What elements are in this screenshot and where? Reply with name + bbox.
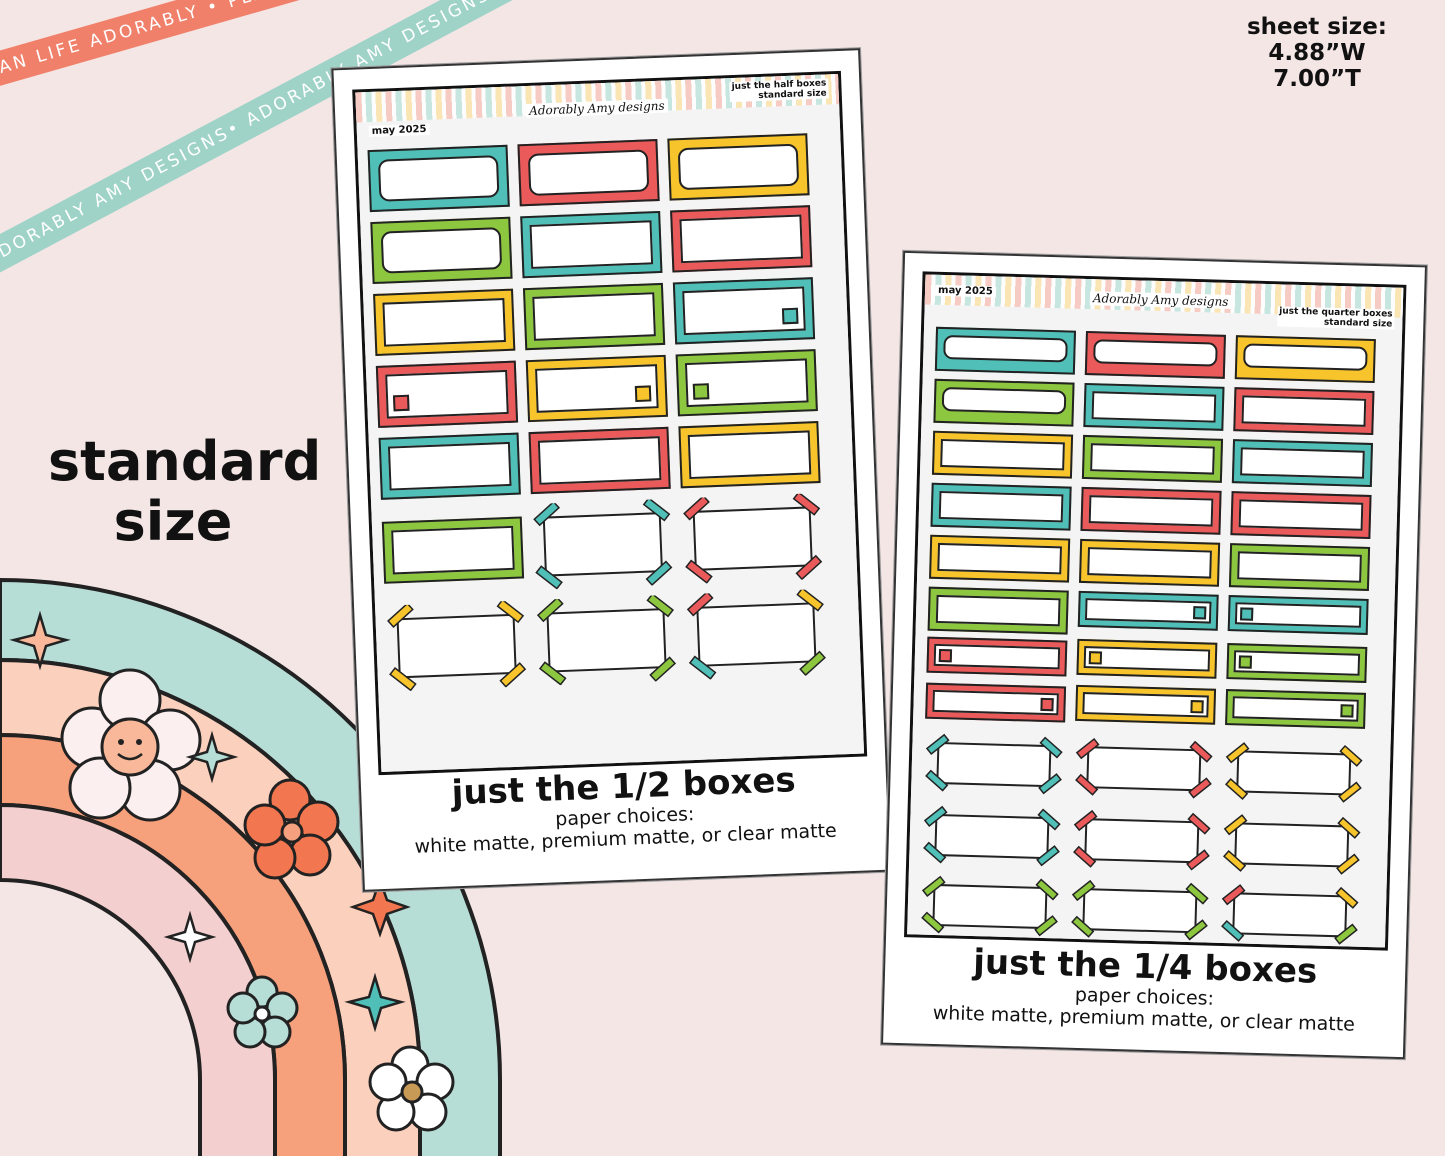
sparkle-icon [185,730,239,784]
sheet-size-info: sheet size: 4.88”W 7.00”T [1247,14,1387,92]
sheet-caption: just the 1/2 boxes paper choices: white … [361,758,889,860]
half-box-red-grid[interactable] [670,205,813,273]
half-box-green-rounded[interactable] [370,216,513,285]
sparkle-icon [163,910,217,964]
quarter-box-green-checkbox[interactable] [1226,643,1368,683]
sticker-area: may 2025 Adorably Amy designs just the h… [355,74,865,773]
orange-flower-icon [243,778,340,880]
quarter-box-green-rounded[interactable] [933,378,1075,427]
half-box-yellow-grid[interactable] [373,288,516,356]
size-label-line2: size [113,490,233,553]
taped-frame-green[interactable] [535,594,678,686]
half-box-yellow-rounded[interactable] [667,133,810,201]
quarter-box-yellow-grid[interactable] [929,534,1071,583]
quarter-box-red-grid[interactable] [1230,491,1372,539]
taped-frame-green[interactable] [919,873,1061,941]
quarter-box-green-checkbox[interactable] [1225,689,1367,729]
quarter-box-teal-grid[interactable] [1231,439,1374,488]
checkbox-square [1040,697,1054,712]
smiley-flower-icon [60,668,202,822]
half-box-green-plain[interactable] [381,516,525,584]
taped-frame-red[interactable] [681,492,824,584]
sheet-title: just the half boxes standard size [729,78,829,103]
quarter-box-green-grid[interactable] [927,586,1069,635]
taped-frame-green[interactable] [1069,877,1211,945]
half-box-yellow-plain[interactable] [678,421,821,489]
half-box-yellow-checkbox[interactable] [525,354,668,423]
quarter-box-teal-checkbox[interactable] [1227,595,1369,635]
taped-frame-teal[interactable] [531,498,674,590]
sheet-month: may 2025 [934,284,996,298]
quarter-box-yellow-checkbox[interactable] [1075,684,1217,725]
sheet-inner-frame: may 2025 Adorably Amy designs just the h… [352,70,868,776]
quarter-boxes-sheet: may 2025 Adorably Amy designs just the q… [881,250,1427,1060]
taped-frame-yellow[interactable] [385,600,528,692]
quarter-box-green-plain[interactable] [1081,434,1224,483]
half-box-teal-grid[interactable] [520,210,663,279]
quarter-box-yellow-rounded[interactable] [1234,335,1376,384]
sheet-size-width: 4.88”W [1268,40,1366,66]
checkbox-square [1238,655,1253,669]
sparkle-icon [9,610,71,671]
taped-frame-mixed[interactable] [1219,881,1361,949]
sheet-title-line2: standard size [1323,317,1393,330]
sheet-title: just the quarter boxes standard size [1276,306,1395,330]
quarter-box-teal-rounded[interactable] [934,326,1077,375]
taped-frame-red[interactable] [1071,807,1213,875]
checkbox-square [1340,704,1354,718]
size-label-line1: standard [48,430,322,493]
checkbox-square [1190,700,1204,714]
quarter-box-yellow-plain[interactable] [931,430,1074,479]
sheet-size-height: 7.00”T [1273,66,1361,92]
taped-frame-mixed[interactable] [685,588,828,680]
taped-frame-yellow[interactable] [1223,739,1365,807]
sparkle-icon [344,972,406,1033]
checkbox-square [1193,606,1207,620]
taped-frame-teal[interactable] [921,803,1063,871]
white-flower-icon [368,1045,455,1132]
half-boxes-sheet: may 2025 Adorably Amy designs just the h… [331,48,892,892]
taped-frame-yellow[interactable] [1221,811,1363,879]
sheet-inner-frame: may 2025 Adorably Amy designs just the q… [904,271,1407,951]
sticker-area: may 2025 Adorably Amy designs just the q… [907,274,1404,949]
checkbox-square [692,383,710,400]
taped-frame-teal[interactable] [923,731,1065,799]
sparkle-icon [349,876,411,938]
quarter-box-teal-checkbox[interactable] [1077,590,1219,631]
quarter-box-yellow-checkbox[interactable] [1076,638,1218,679]
sheet-caption: just the 1/4 boxes paper choices: white … [884,941,1406,1037]
quarter-box-teal-grid[interactable] [930,482,1072,531]
quarter-box-red-checkbox[interactable] [926,636,1068,677]
checkbox-square [938,648,953,663]
half-box-green-checkbox[interactable] [675,349,818,417]
quarter-box-green-grid[interactable] [1228,543,1371,591]
size-label: standard size [48,430,322,553]
half-box-teal-rounded[interactable] [367,144,510,213]
checkbox-square [392,394,410,412]
taped-frame-red[interactable] [1073,735,1215,803]
half-box-red-rounded[interactable] [517,138,660,207]
quarter-box-red-rounded[interactable] [1084,330,1226,379]
quarter-box-teal-plain[interactable] [1083,382,1225,431]
sheet-month: may 2025 [368,123,430,138]
quarter-box-red-plain[interactable] [1233,387,1375,436]
sheet-size-label: sheet size: [1246,14,1387,40]
quarter-box-yellow-grid[interactable] [1078,538,1221,587]
half-box-green-grid[interactable] [522,282,666,351]
checkbox-square [1240,607,1254,621]
quarter-box-red-checkbox[interactable] [925,682,1067,723]
half-box-red-plain[interactable] [528,426,671,495]
half-box-red-checkbox[interactable] [375,360,519,428]
half-box-teal-plain[interactable] [378,432,521,500]
checkbox-square [634,385,652,403]
quarter-box-red-grid[interactable] [1080,486,1222,535]
half-box-teal-checkbox[interactable] [672,277,816,345]
checkbox-square [781,307,799,325]
teal-flower-icon [226,975,299,1049]
checkbox-square [1088,651,1103,665]
